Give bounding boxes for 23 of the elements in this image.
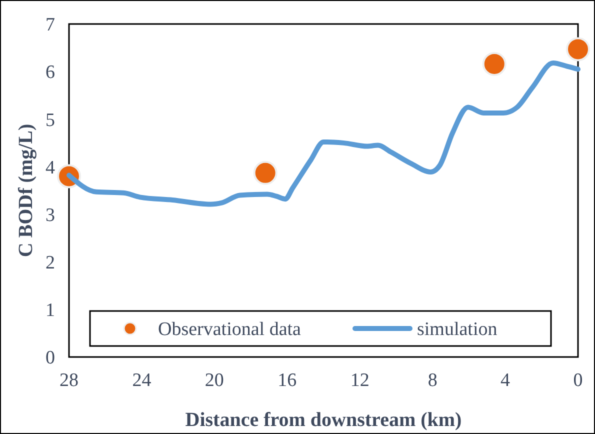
x-tick-label: 4 xyxy=(500,370,511,391)
y-axis-title: C BODf (mg/L) xyxy=(15,124,37,258)
legend-label: simulation xyxy=(417,319,498,340)
y-tick-label: 6 xyxy=(46,62,55,84)
x-tick-label: 24 xyxy=(132,370,152,391)
y-tick-label: 7 xyxy=(46,14,55,36)
y-tick-label: 4 xyxy=(46,157,56,178)
x-axis-title: Distance from downstream (km) xyxy=(185,409,462,431)
x-tick-label: 16 xyxy=(278,370,297,391)
x-tick-label: 8 xyxy=(428,370,438,391)
y-tick-label: 5 xyxy=(46,110,55,131)
point xyxy=(482,52,506,76)
y-tick-label: 0 xyxy=(46,348,55,369)
x-tick-label: 20 xyxy=(204,370,224,391)
point xyxy=(253,160,278,185)
x-tick-label: 0 xyxy=(573,370,583,391)
y-tick-label: 1 xyxy=(46,300,55,322)
y-tick-label: 3 xyxy=(46,204,55,226)
x-tick-label: 28 xyxy=(60,370,78,391)
point xyxy=(566,37,590,62)
y-tick-label: 2 xyxy=(46,252,55,274)
legend-label: Observational data xyxy=(158,319,302,340)
x-tick-label: 12 xyxy=(350,370,370,391)
